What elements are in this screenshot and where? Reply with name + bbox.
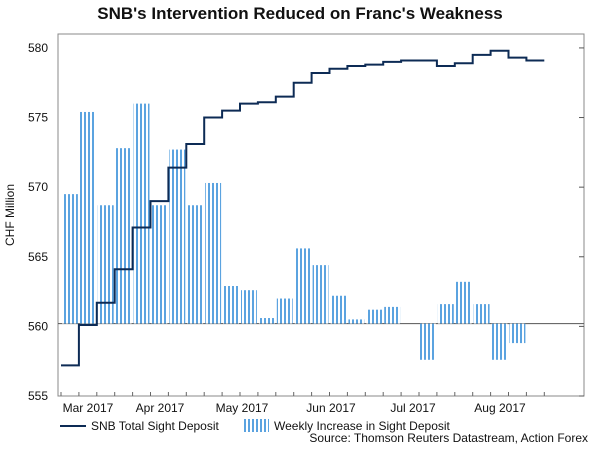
bar-weekly-increase bbox=[455, 281, 472, 324]
y-tick-label: 560 bbox=[28, 319, 48, 333]
x-tick-label: Jun 2017 bbox=[306, 401, 356, 415]
bar-weekly-increase bbox=[276, 298, 293, 324]
y-tick-label: 565 bbox=[28, 250, 48, 264]
bar-weekly-increase bbox=[133, 103, 150, 324]
bar-weekly-increase bbox=[294, 248, 311, 324]
bar-weekly-increase bbox=[169, 149, 186, 324]
y-tick-label: 580 bbox=[28, 41, 48, 55]
x-tick-label: Apr 2017 bbox=[136, 401, 185, 415]
bar-weekly-increase bbox=[473, 304, 490, 324]
legend-bar-swatch bbox=[243, 419, 269, 432]
chart-title: SNB's Intervention Reduced on Franc's We… bbox=[97, 4, 503, 23]
bar-weekly-increase bbox=[366, 309, 383, 324]
bar-weekly-increase bbox=[312, 265, 329, 324]
bar-weekly-increase bbox=[79, 111, 96, 324]
bar-weekly-increase bbox=[62, 194, 78, 324]
bar-weekly-increase bbox=[223, 286, 239, 324]
bar-weekly-increase bbox=[241, 290, 257, 324]
bar-weekly-increase bbox=[384, 306, 401, 324]
x-tick-label: May 2017 bbox=[216, 401, 269, 415]
x-tick-label: Jul 2017 bbox=[390, 401, 436, 415]
bar-weekly-increase bbox=[491, 323, 508, 360]
bar-weekly-increase bbox=[330, 295, 347, 324]
legend-label-total: SNB Total Sight Deposit bbox=[91, 419, 220, 433]
bar-weekly-increase bbox=[115, 148, 132, 324]
bar-weekly-increase bbox=[205, 182, 222, 324]
y-tick-label: 570 bbox=[28, 180, 48, 194]
bar-weekly-increase bbox=[151, 205, 168, 324]
line-total-sight-deposit bbox=[61, 49, 545, 367]
bar-weekly-increase bbox=[187, 205, 204, 324]
x-tick-label: Mar 2017 bbox=[63, 401, 114, 415]
bar-weekly-increase bbox=[348, 319, 365, 324]
x-tick-label: Aug 2017 bbox=[474, 401, 526, 415]
source-note: Source: Thomson Reuters Datastream, Acti… bbox=[309, 431, 588, 445]
bar-weekly-increase bbox=[258, 318, 275, 324]
y-axis-label: CHF Million bbox=[3, 184, 17, 246]
bar-weekly-increase bbox=[420, 323, 436, 360]
plot-area bbox=[57, 33, 585, 397]
y-tick-label: 575 bbox=[28, 111, 48, 125]
bar-weekly-increase bbox=[97, 205, 114, 324]
bar-weekly-increase bbox=[437, 304, 454, 324]
legend-label-weekly: Weekly Increase in Sight Deposit bbox=[274, 419, 451, 433]
y-tick-label: 555 bbox=[28, 389, 48, 403]
bar-weekly-increase bbox=[509, 323, 526, 344]
